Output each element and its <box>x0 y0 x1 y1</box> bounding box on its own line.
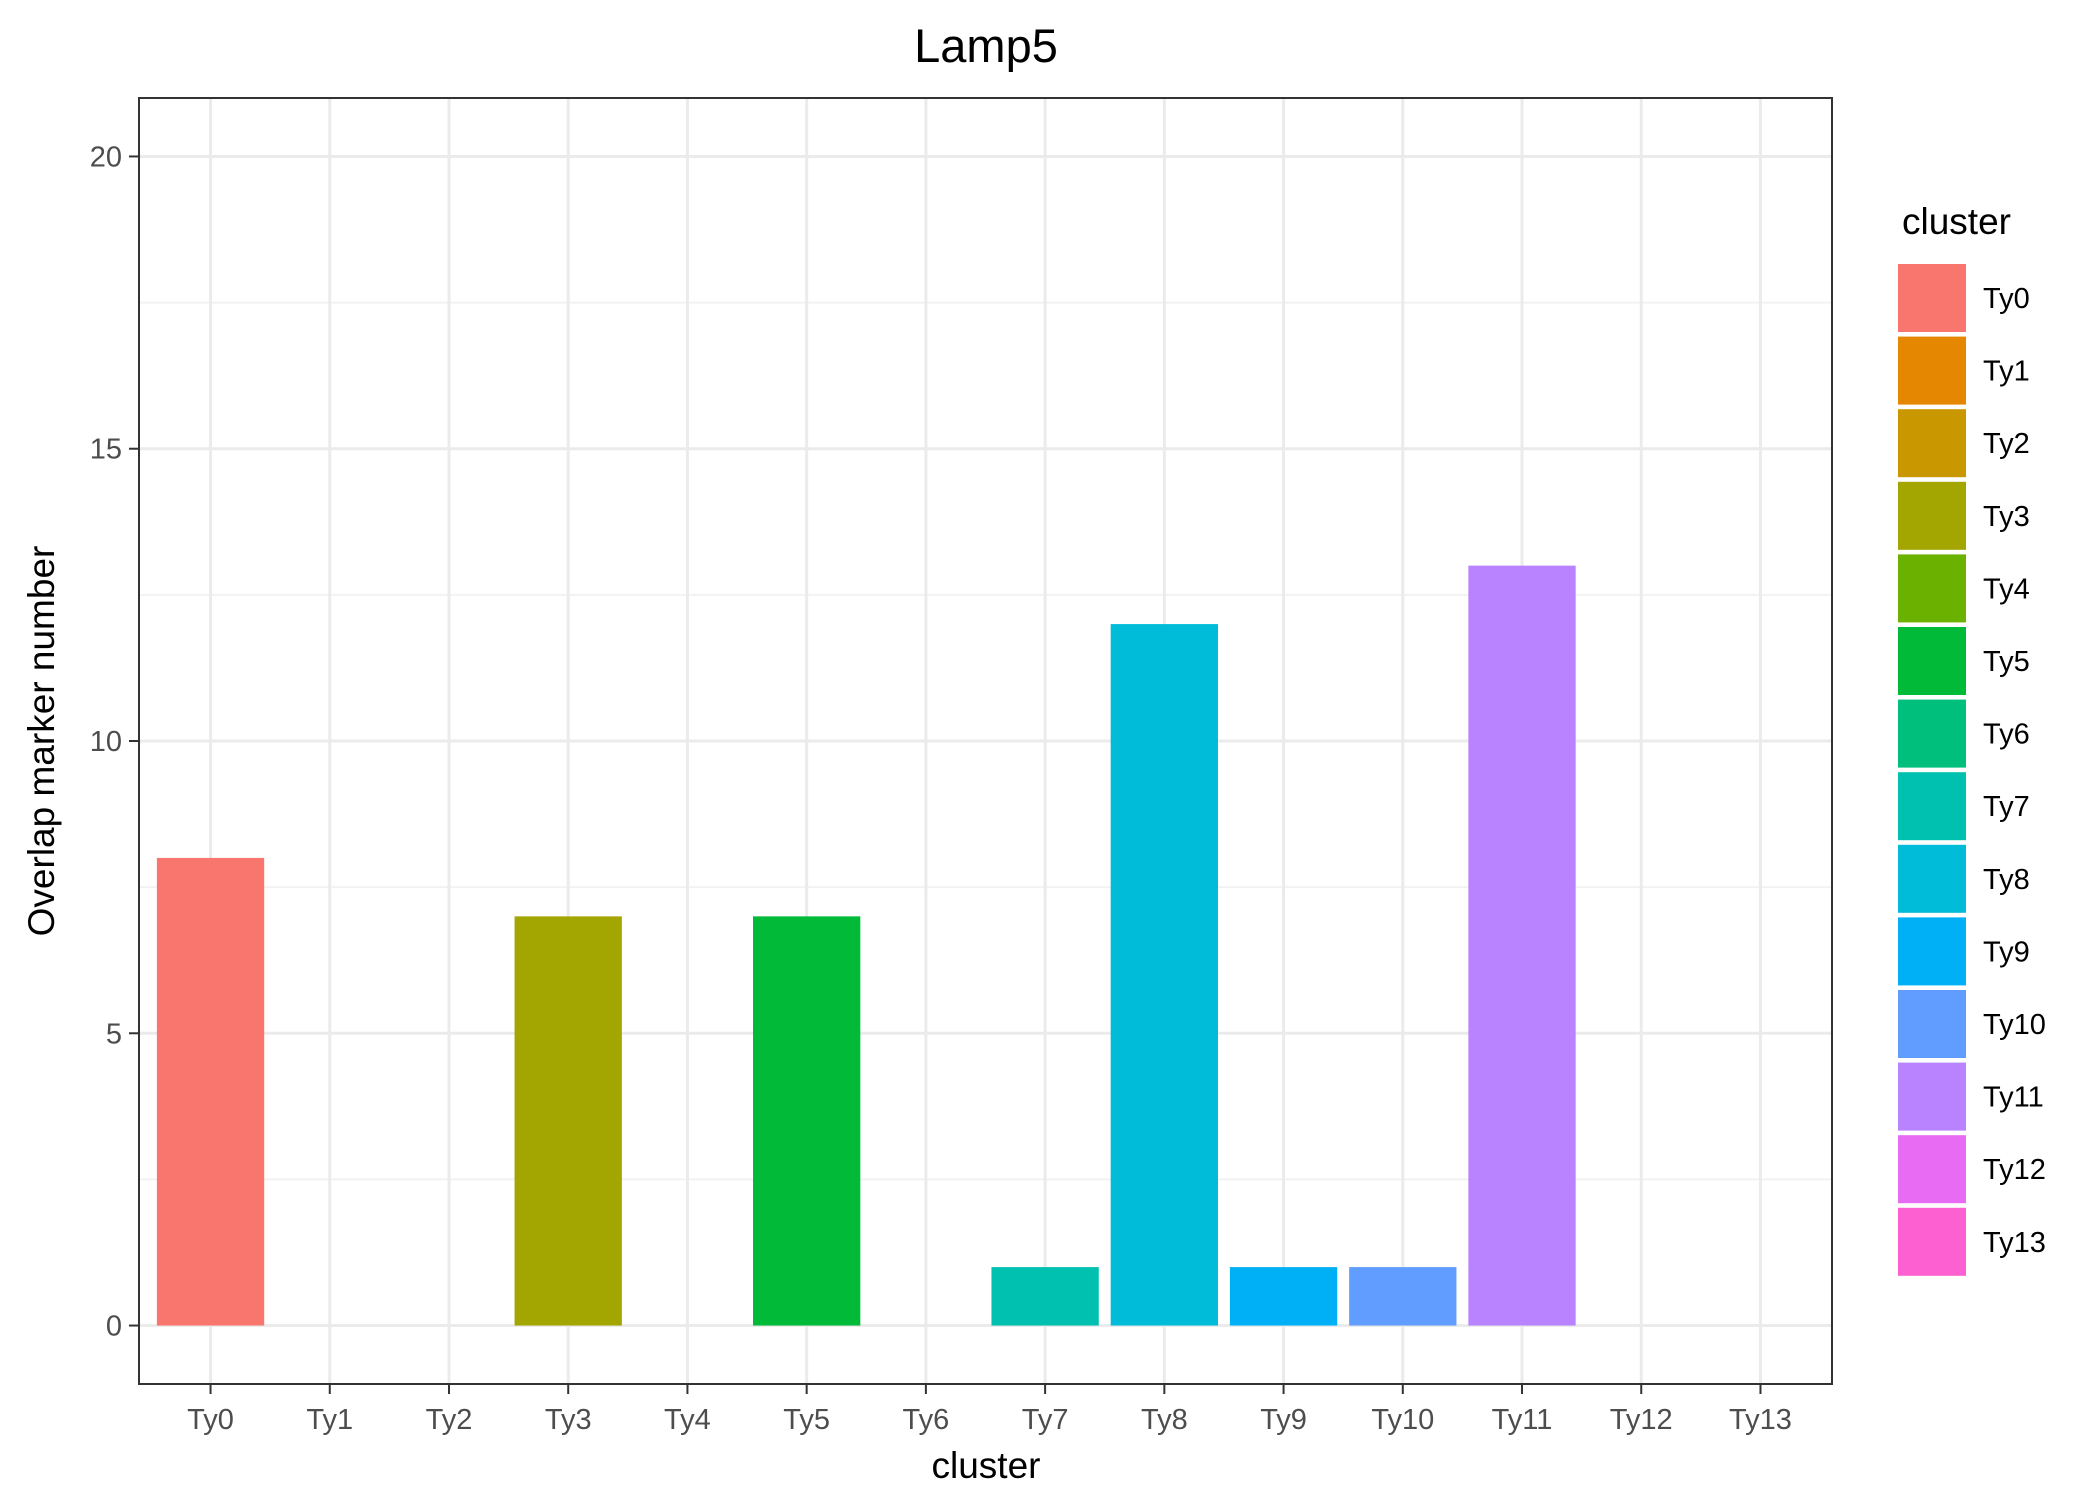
legend-key-Ty8 <box>1898 844 1966 913</box>
legend-label: Ty2 <box>1983 428 2030 460</box>
bar-Ty11 <box>1468 565 1576 1326</box>
legend-key-Ty6 <box>1898 699 1966 768</box>
y-axis: 0 5 10 15 20 <box>90 141 139 1343</box>
x-tick-label: Ty5 <box>783 1404 830 1436</box>
legend-label: Ty4 <box>1983 573 2030 605</box>
x-tick-label: Ty10 <box>1371 1404 1434 1436</box>
legend-title: cluster <box>1902 201 2011 242</box>
bar-Ty10 <box>1349 1267 1457 1326</box>
legend-key-Ty0 <box>1898 264 1966 332</box>
x-tick-label: Ty1 <box>306 1404 353 1436</box>
bar-Ty5 <box>753 916 861 1326</box>
legend-label: Ty9 <box>1983 936 2030 968</box>
legend-key-Ty5 <box>1898 627 1966 695</box>
y-tick-label: 0 <box>106 1311 122 1343</box>
x-tick-label: Ty13 <box>1729 1404 1792 1436</box>
legend-key-Ty13 <box>1898 1207 1966 1276</box>
legend-label: Ty0 <box>1983 283 2030 315</box>
legend-key-Ty1 <box>1898 336 1966 405</box>
legend-key-Ty9 <box>1898 917 1966 986</box>
y-tick-label: 15 <box>90 434 122 466</box>
legend-key-Ty7 <box>1898 772 1966 841</box>
legend-key-Ty3 <box>1898 481 1966 550</box>
legend: cluster Ty0 Ty1 Ty2 Ty3 Ty4 Ty5 Ty6 Ty7 Ty8 Ty9 Ty… <box>1898 201 2046 1276</box>
x-tick-label: Ty2 <box>426 1404 473 1436</box>
legend-label: Ty6 <box>1983 719 2030 751</box>
legend-label: Ty5 <box>1983 646 2030 678</box>
legend-key-Ty2 <box>1898 409 1966 478</box>
legend-key-Ty10 <box>1898 990 1966 1058</box>
legend-label: Ty12 <box>1983 1154 2046 1186</box>
bar-Ty8 <box>1110 624 1218 1326</box>
y-tick-label: 10 <box>90 726 122 758</box>
x-tick-label: Ty8 <box>1141 1404 1188 1436</box>
x-tick-label: Ty3 <box>545 1404 592 1436</box>
y-axis-title: Overlap marker number <box>21 546 62 937</box>
chart-title: Lamp5 <box>914 19 1058 72</box>
x-axis: Ty0 Ty1 Ty2 Ty3 Ty4 Ty5 Ty6 Ty7 Ty8 Ty9 Ty10 Ty11 Ty… <box>187 1384 1792 1436</box>
legend-key-Ty12 <box>1898 1135 1966 1204</box>
legend-key-Ty11 <box>1898 1062 1966 1131</box>
y-tick-label: 5 <box>106 1018 122 1050</box>
legend-label: Ty10 <box>1983 1009 2046 1041</box>
major-gridlines <box>139 98 1832 1384</box>
bar-Ty0 <box>156 857 265 1326</box>
legend-label: Ty11 <box>1983 1082 2044 1114</box>
x-tick-label: Ty12 <box>1610 1404 1673 1436</box>
bar-Ty7 <box>991 1267 1099 1326</box>
bar-Ty9 <box>1229 1267 1338 1326</box>
legend-label: Ty3 <box>1983 501 2030 533</box>
y-tick-label: 20 <box>90 141 122 173</box>
legend-label: Ty8 <box>1983 864 2030 896</box>
x-tick-label: Ty9 <box>1260 1404 1307 1436</box>
x-axis-title: cluster <box>932 1445 1041 1486</box>
legend-label: Ty13 <box>1983 1227 2046 1259</box>
legend-label: Ty1 <box>1983 356 2030 388</box>
x-tick-label: Ty6 <box>903 1404 950 1436</box>
x-tick-label: Ty4 <box>664 1404 711 1436</box>
x-tick-label: Ty0 <box>187 1404 234 1436</box>
legend-label: Ty7 <box>1983 791 2030 823</box>
bar-Ty3 <box>514 916 622 1326</box>
x-tick-label: Ty11 <box>1492 1404 1553 1436</box>
legend-key-Ty4 <box>1898 554 1966 623</box>
bars <box>156 565 1576 1326</box>
x-tick-label: Ty7 <box>1022 1404 1069 1436</box>
